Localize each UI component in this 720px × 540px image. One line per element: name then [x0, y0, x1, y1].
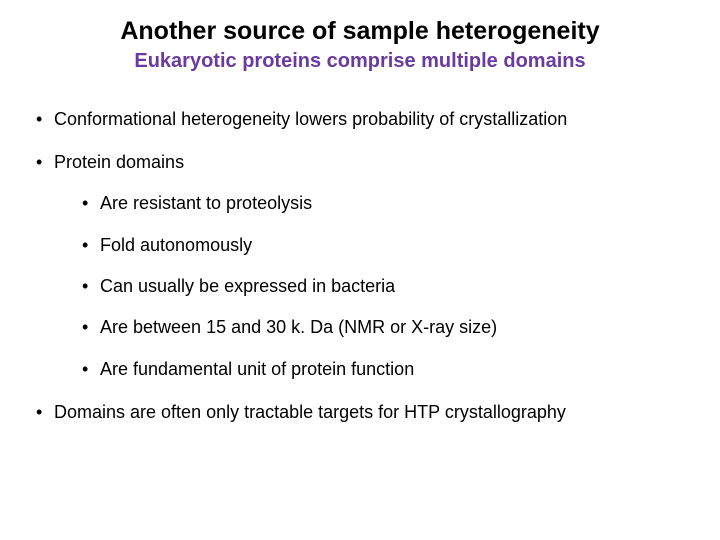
sub-bullet-list: Are resistant to proteolysis Fold autono…	[82, 192, 700, 381]
slide-title: Another source of sample heterogeneity	[20, 18, 700, 46]
sub-bullet-item: Are fundamental unit of protein function	[82, 358, 700, 381]
sub-bullet-text: Can usually be expressed in bacteria	[100, 276, 395, 296]
sub-bullet-text: Are between 15 and 30 k. Da (NMR or X-ra…	[100, 317, 497, 337]
slide-container: Another source of sample heterogeneity E…	[0, 0, 720, 540]
sub-bullet-item: Fold autonomously	[82, 234, 700, 257]
bullet-item: Protein domains Are resistant to proteol…	[36, 151, 700, 381]
bullet-list: Conformational heterogeneity lowers prob…	[36, 108, 700, 425]
bullet-item: Conformational heterogeneity lowers prob…	[36, 108, 700, 131]
bullet-text: Domains are often only tractable targets…	[54, 402, 566, 422]
bullet-text: Protein domains	[54, 152, 184, 172]
sub-bullet-text: Fold autonomously	[100, 235, 252, 255]
sub-bullet-item: Are between 15 and 30 k. Da (NMR or X-ra…	[82, 316, 700, 339]
sub-bullet-item: Are resistant to proteolysis	[82, 192, 700, 215]
bullet-item: Domains are often only tractable targets…	[36, 401, 700, 424]
slide-subtitle: Eukaryotic proteins comprise multiple do…	[20, 50, 700, 72]
bullet-text: Conformational heterogeneity lowers prob…	[54, 109, 567, 129]
sub-bullet-text: Are resistant to proteolysis	[100, 193, 312, 213]
sub-bullet-text: Are fundamental unit of protein function	[100, 359, 414, 379]
sub-bullet-item: Can usually be expressed in bacteria	[82, 275, 700, 298]
